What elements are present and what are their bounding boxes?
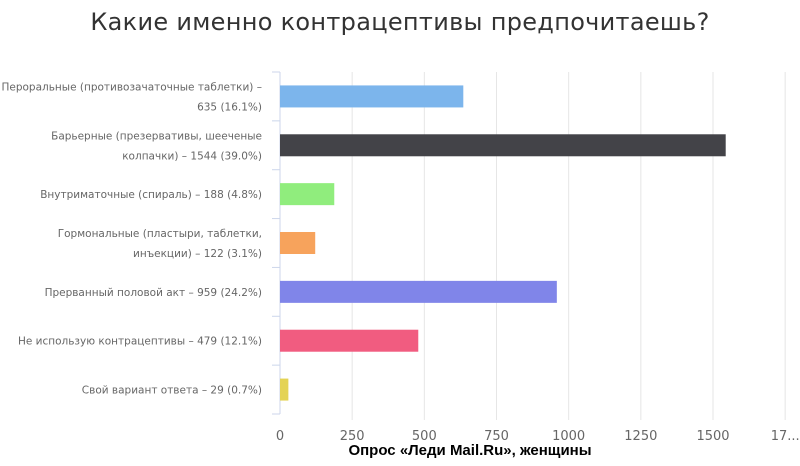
category-label: Прерванный половой акт – 959 (24.2%)	[45, 287, 262, 299]
category-label: Барьерные (презервативы, шееченые	[51, 130, 262, 142]
category-label: Свой вариант ответа – 29 (0.7%)	[82, 385, 262, 397]
category-label: 635 (16.1%)	[197, 101, 262, 113]
x-tick-label: 1000	[552, 429, 585, 444]
x-tick-label: 250	[340, 429, 365, 444]
bar-4	[280, 232, 316, 254]
x-axis-label: Опрос «Леди Mail.Ru», женщины	[348, 442, 592, 459]
x-tick-label: 500	[412, 429, 437, 444]
bar-5	[280, 280, 557, 303]
x-tick-label: 0	[276, 429, 284, 444]
x-tick-label: 1500	[696, 429, 729, 444]
bar-1	[280, 85, 464, 108]
category-label: инъекции) – 122 (3.1%)	[133, 248, 262, 260]
category-label: Внутриматочные (спираль) – 188 (4.8%)	[40, 189, 262, 201]
bar-6	[280, 329, 419, 352]
chart-title: Какие именно контрацептивы предпочитаешь…	[90, 8, 710, 36]
bar-2	[280, 134, 726, 157]
category-label: Гормональные (пластыри, таблетки,	[58, 228, 262, 240]
bar-3	[280, 183, 335, 206]
x-tick-label: 1250	[624, 429, 657, 444]
category-label: колпачки) – 1544 (39.0%)	[122, 150, 262, 162]
category-label: Не использую контрацептивы – 479 (12.1%)	[18, 336, 262, 348]
x-tick-label: 17...	[771, 429, 800, 444]
x-tick-label: 750	[484, 429, 509, 444]
category-label: Пероральные (противозачаточные таблетки)…	[1, 81, 262, 93]
bar-7	[280, 378, 289, 401]
